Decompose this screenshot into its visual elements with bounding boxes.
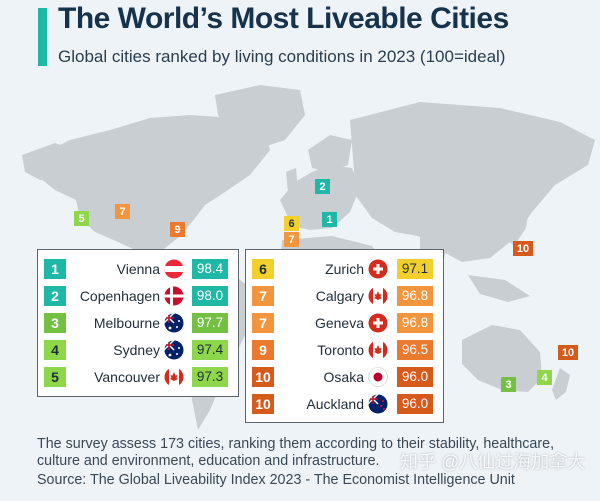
map-marker-melbourne: 3 bbox=[501, 377, 516, 392]
city-name: Toronto bbox=[317, 342, 364, 358]
city-name: Auckland bbox=[306, 396, 364, 412]
score-value: 98.0 bbox=[192, 286, 228, 306]
watermark: 知乎 @八仙过海加拿大 bbox=[400, 452, 586, 472]
survey-note: The survey assess 173 cities, ranking th… bbox=[37, 436, 555, 469]
map-marker-auckland: 10 bbox=[558, 345, 578, 360]
map-marker-osaka: 10 bbox=[513, 241, 533, 256]
table-row: 9 Toronto 96.5 bbox=[246, 340, 443, 361]
map-alaska bbox=[22, 143, 75, 180]
map-north-america bbox=[30, 115, 270, 252]
map-marker-toronto: 9 bbox=[170, 222, 185, 237]
map-australia bbox=[462, 325, 542, 392]
title-accent-bar bbox=[38, 8, 47, 66]
city-name: Calgary bbox=[315, 288, 364, 304]
city-name: Melbourne bbox=[93, 315, 160, 331]
australia-flag-icon bbox=[164, 340, 184, 360]
map-marker-calgary: 7 bbox=[115, 204, 130, 219]
rank-badge: 1 bbox=[44, 259, 66, 279]
city-name: Osaka bbox=[323, 369, 364, 385]
city-name: Copenhagen bbox=[79, 288, 160, 304]
score-value: 97.1 bbox=[397, 259, 433, 279]
score-value: 96.0 bbox=[397, 367, 433, 387]
score-value: 96.8 bbox=[397, 313, 433, 333]
switzerland-flag-icon bbox=[368, 313, 388, 333]
rank-badge: 4 bbox=[44, 340, 66, 360]
city-name: Vancouver bbox=[94, 369, 160, 385]
rank-badge: 3 bbox=[44, 313, 66, 333]
city-name: Sydney bbox=[113, 342, 160, 358]
score-value: 97.3 bbox=[192, 367, 228, 387]
canada-flag-icon bbox=[164, 367, 184, 387]
score-value: 96.5 bbox=[397, 340, 433, 360]
map-asia bbox=[350, 102, 595, 262]
score-value: 98.4 bbox=[192, 259, 228, 279]
score-value: 96.0 bbox=[397, 394, 433, 414]
rank-badge: 10 bbox=[252, 367, 274, 387]
switzerland-flag-icon bbox=[368, 259, 388, 279]
ranking-panel-right: 6 Zurich 97.1 7 Calgary 96.8 7 Geneva 96… bbox=[245, 249, 444, 423]
rank-badge: 2 bbox=[44, 286, 66, 306]
city-name: Zurich bbox=[325, 261, 364, 277]
map-marker-sydney: 4 bbox=[537, 370, 552, 385]
table-row: 2 Copenhagen 98.0 bbox=[38, 286, 238, 307]
map-europe bbox=[280, 165, 360, 230]
map-marker-vienna: 1 bbox=[322, 212, 337, 227]
rank-badge: 10 bbox=[252, 394, 274, 414]
rank-badge: 5 bbox=[44, 367, 66, 387]
score-value: 96.8 bbox=[397, 286, 433, 306]
table-row: 7 Geneva 96.8 bbox=[246, 313, 443, 334]
australia-flag-icon bbox=[164, 313, 184, 333]
city-name: Vienna bbox=[116, 261, 160, 277]
denmark-flag-icon bbox=[164, 286, 184, 306]
table-row: 3 Melbourne 97.7 bbox=[38, 313, 238, 334]
rank-badge: 9 bbox=[252, 340, 274, 360]
table-row: 5 Vancouver 97.3 bbox=[38, 367, 238, 388]
source-line: Source: The Global Liveability Index 202… bbox=[37, 472, 515, 488]
map-marker-geneva: 7 bbox=[284, 232, 299, 247]
map-marker-copenhagen: 2 bbox=[315, 179, 330, 194]
rank-badge: 7 bbox=[252, 313, 274, 333]
page-subtitle: Global cities ranked by living condition… bbox=[58, 47, 506, 66]
canada-flag-icon bbox=[368, 286, 388, 306]
table-row: 7 Calgary 96.8 bbox=[246, 286, 443, 307]
score-value: 97.4 bbox=[192, 340, 228, 360]
rank-badge: 7 bbox=[252, 286, 274, 306]
map-marker-zurich: 6 bbox=[284, 216, 299, 231]
map-southeast-asia bbox=[468, 275, 530, 302]
table-row: 10 Osaka 96.0 bbox=[246, 367, 443, 388]
table-row: 6 Zurich 97.1 bbox=[246, 259, 443, 280]
table-row: 10 Auckland 96.0 bbox=[246, 394, 443, 415]
city-name: Geneva bbox=[314, 315, 364, 331]
canada-flag-icon bbox=[368, 340, 388, 360]
page-title: The World’s Most Liveable Cities bbox=[58, 2, 509, 35]
map-new-zealand bbox=[552, 368, 570, 400]
map-japan bbox=[508, 195, 530, 246]
ranking-panel-left: 1 Vienna 98.4 2 Copenhagen 98.0 3 Melbou… bbox=[37, 249, 239, 397]
japan-flag-icon bbox=[368, 367, 388, 387]
map-uk bbox=[286, 168, 298, 192]
austria-flag-icon bbox=[164, 259, 184, 279]
score-value: 97.7 bbox=[192, 313, 228, 333]
table-row: 1 Vienna 98.4 bbox=[38, 259, 238, 280]
new-zealand-flag-icon bbox=[368, 394, 388, 414]
map-marker-vancouver: 5 bbox=[74, 211, 89, 226]
table-row: 4 Sydney 97.4 bbox=[38, 340, 238, 361]
map-scandinavia bbox=[308, 135, 352, 172]
rank-badge: 6 bbox=[252, 259, 274, 279]
map-greenland bbox=[215, 85, 305, 150]
